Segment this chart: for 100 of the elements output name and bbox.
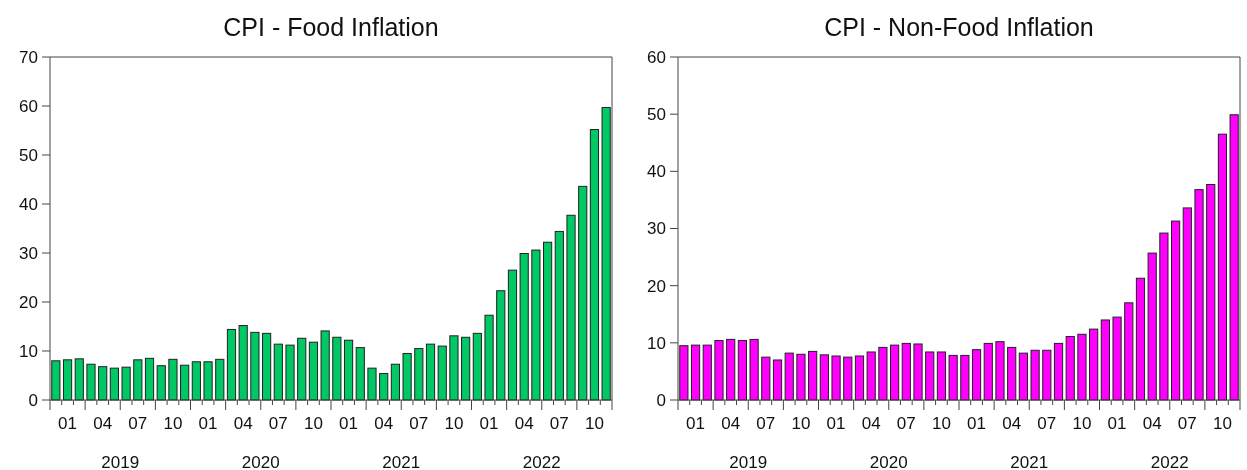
- bar: [144, 357, 155, 401]
- bar: [554, 230, 564, 401]
- bar: [1018, 352, 1028, 401]
- bar: [390, 363, 400, 401]
- bar: [543, 241, 553, 401]
- bar: [1030, 349, 1040, 401]
- bar: [772, 359, 783, 401]
- bar: [414, 348, 424, 401]
- bar: [866, 351, 876, 401]
- bar: [1077, 333, 1087, 401]
- bar: [796, 353, 806, 401]
- bar: [761, 356, 771, 401]
- x-tick-label: 04: [721, 414, 741, 433]
- bar: [890, 344, 900, 401]
- bar: [601, 106, 611, 401]
- bar: [995, 341, 1005, 401]
- x-tick-label: 01: [479, 414, 499, 433]
- bar: [285, 344, 295, 401]
- x-tick-label: 07: [268, 414, 288, 433]
- bar: [308, 341, 319, 401]
- y-tick-label: 40: [647, 162, 666, 182]
- x-tick-label: 01: [58, 414, 78, 433]
- x-tick-label: 04: [1142, 414, 1162, 433]
- bar: [1182, 207, 1192, 401]
- bar: [1100, 319, 1110, 401]
- bar: [854, 355, 865, 401]
- x-tick-label: 04: [861, 414, 881, 433]
- bar: [843, 356, 853, 401]
- x-tick-label: 10: [444, 414, 464, 433]
- text: 2022: [522, 453, 561, 470]
- bar: [156, 365, 166, 401]
- bar: [1229, 114, 1239, 401]
- y-tick-label: 10: [647, 333, 666, 353]
- x-tick-label: 01: [1107, 414, 1127, 433]
- x-tick-label: 01: [339, 414, 359, 433]
- bar: [98, 366, 108, 401]
- bar: [437, 345, 447, 401]
- bar: [519, 252, 529, 401]
- bar: [191, 361, 201, 401]
- bar: [1147, 252, 1157, 401]
- bar: [402, 352, 412, 401]
- bar: [472, 332, 482, 401]
- text: 2021: [1010, 453, 1049, 470]
- x-tick-label: 07: [409, 414, 429, 433]
- x-tick-label: 10: [1072, 414, 1092, 433]
- bar: [1159, 232, 1169, 401]
- bar: [1206, 183, 1216, 401]
- bar: [109, 367, 119, 401]
- x-tick-label: 04: [233, 414, 253, 433]
- bar: [343, 339, 354, 401]
- y-tick-label: 30: [19, 243, 38, 263]
- bar: [273, 343, 283, 401]
- x-tick-label: 01: [826, 414, 846, 433]
- bar: [1042, 349, 1052, 401]
- x-tick-label: 04: [93, 414, 113, 433]
- bar: [808, 350, 818, 401]
- bar: [238, 325, 248, 401]
- bar: [1112, 316, 1122, 401]
- x-tick-label: 04: [1002, 414, 1022, 433]
- x-tick-label: 01: [198, 414, 218, 433]
- bar: [971, 349, 982, 401]
- bar: [784, 352, 794, 401]
- bar: [925, 351, 935, 401]
- y-tick-label: 0: [28, 390, 38, 410]
- chart-title: CPI - Non-Food Inflation: [824, 13, 1094, 41]
- bar: [960, 354, 970, 401]
- text: 2020: [869, 453, 908, 470]
- x-tick-label: 07: [756, 414, 776, 433]
- bar: [1007, 346, 1017, 401]
- bar: [461, 336, 471, 401]
- bar: [51, 360, 61, 401]
- bar: [168, 358, 178, 401]
- bar: [1065, 336, 1075, 401]
- bar: [121, 366, 131, 401]
- bar: [1089, 328, 1099, 401]
- x-tick-label: 04: [374, 414, 394, 433]
- bar: [262, 332, 272, 401]
- x-tick-label: 07: [1037, 414, 1057, 433]
- y-tick-label: 0: [656, 390, 666, 410]
- bar: [1124, 302, 1134, 401]
- bar: [901, 342, 911, 401]
- bar: [226, 328, 237, 401]
- bar: [507, 269, 518, 401]
- bar: [180, 364, 190, 401]
- text: 2022: [1150, 453, 1189, 470]
- x-tick-label: 07: [128, 414, 148, 433]
- bar: [690, 344, 701, 401]
- bar: [714, 340, 724, 401]
- bar: [355, 347, 365, 401]
- bar: [367, 367, 377, 401]
- bar: [250, 331, 260, 401]
- bar: [449, 335, 459, 401]
- y-tick-label: 30: [647, 219, 666, 239]
- bar: [566, 214, 576, 401]
- x-tick-label: 01: [686, 414, 706, 433]
- bar: [215, 358, 225, 401]
- x-tick-label: 04: [514, 414, 534, 433]
- bar: [1171, 220, 1181, 401]
- x-tick-label: 07: [549, 414, 569, 433]
- bar: [496, 290, 506, 401]
